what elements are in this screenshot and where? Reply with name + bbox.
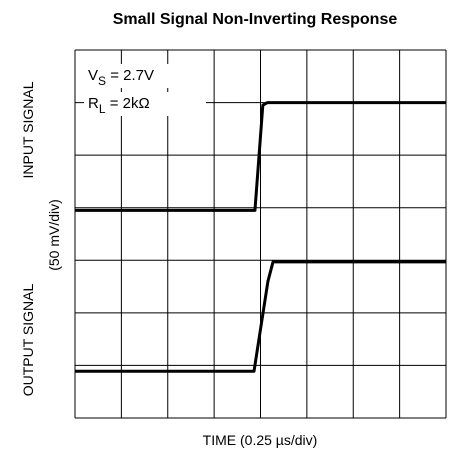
y-axis-label: (50 mV/div) xyxy=(46,199,62,271)
signal-line xyxy=(75,260,446,373)
annotation-bg xyxy=(84,64,206,88)
x-axis-label: TIME (0.25 µs/div) xyxy=(203,432,318,448)
annotation: VS = 2.7V xyxy=(88,67,154,88)
annotation-rest: = 2.7V xyxy=(106,67,154,84)
annotation-sub: L xyxy=(99,102,106,116)
annotation-sub: S xyxy=(98,74,106,88)
annotation-bg xyxy=(84,92,206,116)
chart-title: Small Signal Non-Inverting Response xyxy=(113,11,398,28)
annotation: RL = 2kΩ xyxy=(88,95,150,116)
signal-line xyxy=(75,101,446,212)
annotation-main: R xyxy=(88,95,99,112)
annotation-main: V xyxy=(88,67,98,84)
y-axis-label: INPUT SIGNAL xyxy=(20,81,36,178)
annotation-rest: = 2kΩ xyxy=(106,95,150,112)
y-axis-label: OUTPUT SIGNAL xyxy=(20,284,36,397)
